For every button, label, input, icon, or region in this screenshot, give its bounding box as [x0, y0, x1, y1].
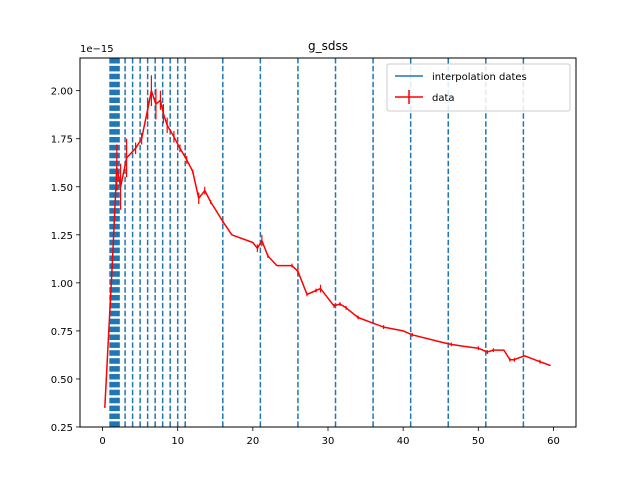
x-tick-label-0: 0 [99, 436, 105, 447]
interpolation-dates-layer [109, 58, 525, 427]
y-tick-label-5: 1.50 [51, 183, 73, 194]
ticks-layer: 0 10 20 30 40 50 60 0.25 0.50 0.75 1.00 1.25 1.50 1.7… [51, 87, 560, 447]
y-tick-label-0: 0.25 [51, 423, 73, 434]
x-tick-label-6: 60 [547, 436, 560, 447]
legend-box [386, 63, 571, 112]
legend-data-label: data [432, 93, 455, 104]
x-tick-label-1: 10 [171, 436, 184, 447]
y-tick-label-1: 0.50 [51, 375, 73, 386]
x-tick-label-5: 50 [472, 436, 485, 447]
y-offset-label: 1e−15 [80, 44, 114, 55]
legend-interpolation-label: interpolation dates [432, 72, 527, 83]
y-tick-label-7: 2.00 [51, 87, 73, 98]
y-tick-label-2: 0.75 [51, 327, 73, 338]
y-tick-label-3: 1.00 [51, 279, 73, 290]
chart-title: g_sdss [308, 39, 348, 53]
x-tick-label-4: 40 [397, 436, 410, 447]
data-series-line [104, 89, 551, 408]
legend: interpolation dates data [386, 63, 571, 112]
x-tick-label-2: 20 [246, 436, 259, 447]
data-series-layer [104, 75, 552, 408]
x-tick-label-3: 30 [322, 436, 335, 447]
y-tick-label-4: 1.25 [51, 231, 73, 242]
y-tick-label-6: 1.75 [51, 135, 73, 146]
